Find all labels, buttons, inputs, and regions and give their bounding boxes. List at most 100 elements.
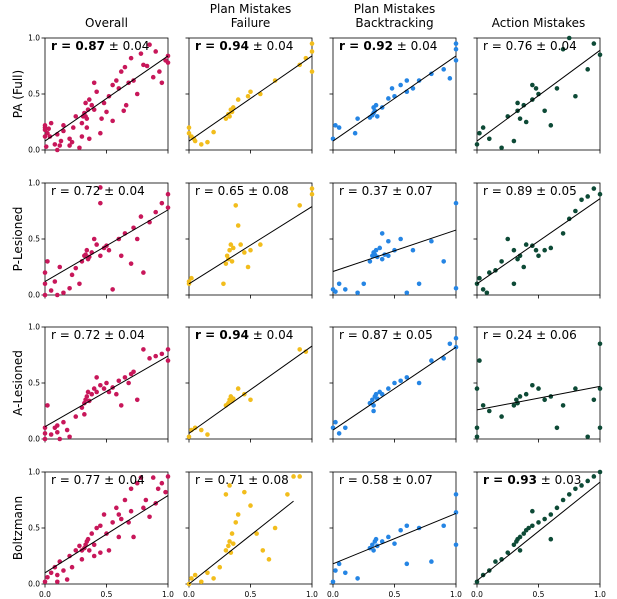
data-point (67, 143, 72, 148)
x-tick-label: 1.0 (306, 590, 318, 599)
data-point (85, 389, 91, 395)
data-point (98, 253, 103, 259)
data-point (597, 425, 603, 431)
data-point (84, 116, 90, 121)
data-point (110, 520, 115, 525)
data-point (597, 52, 603, 58)
data-point (199, 142, 204, 147)
data-point (542, 247, 547, 253)
data-point (98, 200, 103, 206)
data-point (153, 49, 158, 54)
data-point (585, 67, 590, 72)
x-tick-label: 0.0 (327, 590, 339, 599)
data-point (89, 531, 95, 536)
data-point (533, 247, 539, 253)
data-point (523, 242, 529, 247)
y-tick-label: 0.0 (28, 435, 40, 444)
data-point (85, 536, 91, 542)
data-point (355, 116, 360, 121)
data-point (165, 474, 171, 479)
data-point (585, 478, 590, 484)
data-point (159, 80, 165, 86)
y-tick-label: 0.5 (28, 524, 40, 533)
panel-3-1: 0.0 0.5 1.0 r = 0.71 ± 0.08 (183, 471, 318, 599)
data-point (235, 512, 241, 517)
data-point (91, 107, 97, 112)
r-value: r = 0.58 (339, 473, 388, 487)
data-point (91, 236, 97, 242)
data-point (523, 391, 529, 397)
data-point (536, 386, 541, 391)
r-error: ± 0.04 (393, 39, 437, 53)
r-value: r = 0.76 (483, 39, 532, 53)
row-label-1: P-Lesioned (11, 207, 25, 272)
data-point (165, 60, 171, 65)
data-point (153, 209, 158, 215)
data-point (121, 108, 127, 114)
data-point (511, 281, 517, 287)
fit-line (476, 385, 601, 411)
data-point (416, 380, 422, 386)
data-point (223, 492, 229, 497)
data-point (566, 35, 572, 41)
data-point (138, 51, 144, 56)
data-point (94, 375, 99, 380)
panel-frame (332, 182, 457, 296)
data-point (101, 386, 107, 391)
r-error: ± 0.04 (100, 184, 144, 198)
data-point (517, 116, 523, 121)
data-point (398, 236, 403, 242)
data-point (530, 382, 535, 388)
fit-line (44, 209, 169, 282)
fit-line (188, 500, 294, 585)
fit-line (332, 346, 457, 431)
data-point (52, 142, 58, 147)
data-point (517, 394, 523, 399)
panel-2-2: r = 0.87 ± 0.05 (329, 326, 459, 443)
data-point (67, 434, 72, 440)
data-point (55, 292, 60, 298)
data-point (505, 550, 511, 555)
data-point (205, 432, 210, 437)
data-point (333, 419, 338, 425)
data-point (82, 412, 87, 417)
r-annotation: r = 0.92 ± 0.04 (339, 39, 437, 53)
data-point (101, 512, 107, 517)
data-point (144, 63, 150, 69)
data-point (248, 397, 253, 403)
y-tick-label: 0.0 (28, 291, 40, 300)
data-point (46, 126, 51, 132)
data-point (453, 335, 459, 341)
r-annotation: r = 0.24 ± 0.06 (483, 328, 577, 342)
data-point (487, 136, 492, 142)
r-annotation: r = 0.76 ± 0.04 (483, 39, 577, 53)
data-point (67, 285, 72, 291)
panel-1-1: r = 0.65 ± 0.08 (185, 182, 315, 299)
data-point (441, 67, 447, 72)
data-point (371, 548, 376, 553)
r-annotation: r = 0.37 ± 0.07 (339, 184, 433, 198)
data-point (517, 548, 523, 553)
data-point (474, 142, 480, 147)
data-point (98, 550, 103, 555)
data-point (61, 128, 66, 134)
r-annotation: r = 0.72 ± 0.04 (51, 184, 145, 198)
data-point (126, 380, 131, 386)
data-point (554, 86, 560, 91)
data-point (77, 281, 82, 287)
x-tick-label: 0.5 (389, 590, 401, 599)
data-point (297, 474, 303, 479)
data-point (48, 120, 54, 126)
data-point (429, 238, 434, 244)
data-point (542, 397, 547, 403)
data-point (192, 572, 198, 578)
x-tick-label: 0.0 (471, 590, 483, 599)
x-tick-label: 0.0 (39, 590, 51, 599)
data-point (221, 281, 226, 287)
data-point (480, 287, 486, 292)
data-point (110, 82, 115, 88)
data-point (560, 403, 566, 408)
data-point (566, 216, 572, 222)
column-title-2-0: Plan Mistakes (354, 2, 436, 16)
data-point (573, 386, 578, 391)
